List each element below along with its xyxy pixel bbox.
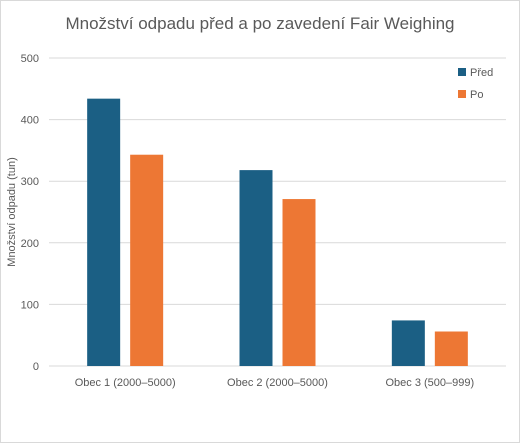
bar-po xyxy=(434,331,468,366)
x-tick-label: Obec 2 (2000–5000) xyxy=(227,377,328,389)
y-axis-label: Množství odpadu (tun) xyxy=(6,157,18,266)
y-tick-label: 100 xyxy=(21,299,39,311)
y-tick-label: 500 xyxy=(21,53,39,65)
bar-po xyxy=(282,199,316,366)
y-tick-labels: 0 100 200 300 400 500 xyxy=(21,53,39,373)
legend-swatch xyxy=(458,68,466,76)
bar-pred xyxy=(391,320,425,366)
y-tick-label: 0 xyxy=(33,361,39,373)
legend-swatch xyxy=(458,90,466,98)
y-tick-label: 200 xyxy=(21,238,39,250)
legend: Před Po xyxy=(458,67,493,101)
y-tick-label: 300 xyxy=(21,176,39,188)
legend-label: Před xyxy=(470,67,493,79)
bars xyxy=(87,98,468,366)
legend-label: Po xyxy=(470,89,483,101)
chart-title: Množství odpadu před a po zavedení Fair … xyxy=(65,14,454,33)
x-tick-labels: Obec 1 (2000–5000) Obec 2 (2000–5000) Obec… xyxy=(75,377,474,389)
y-tick-label: 400 xyxy=(21,115,39,127)
gridlines xyxy=(49,57,506,367)
bar-po xyxy=(130,154,164,366)
bar-pred xyxy=(239,170,273,366)
x-tick-label: Obec 1 (2000–5000) xyxy=(75,377,176,389)
bar-pred xyxy=(87,98,121,366)
x-tick-label: Obec 3 (500–999) xyxy=(385,377,474,389)
